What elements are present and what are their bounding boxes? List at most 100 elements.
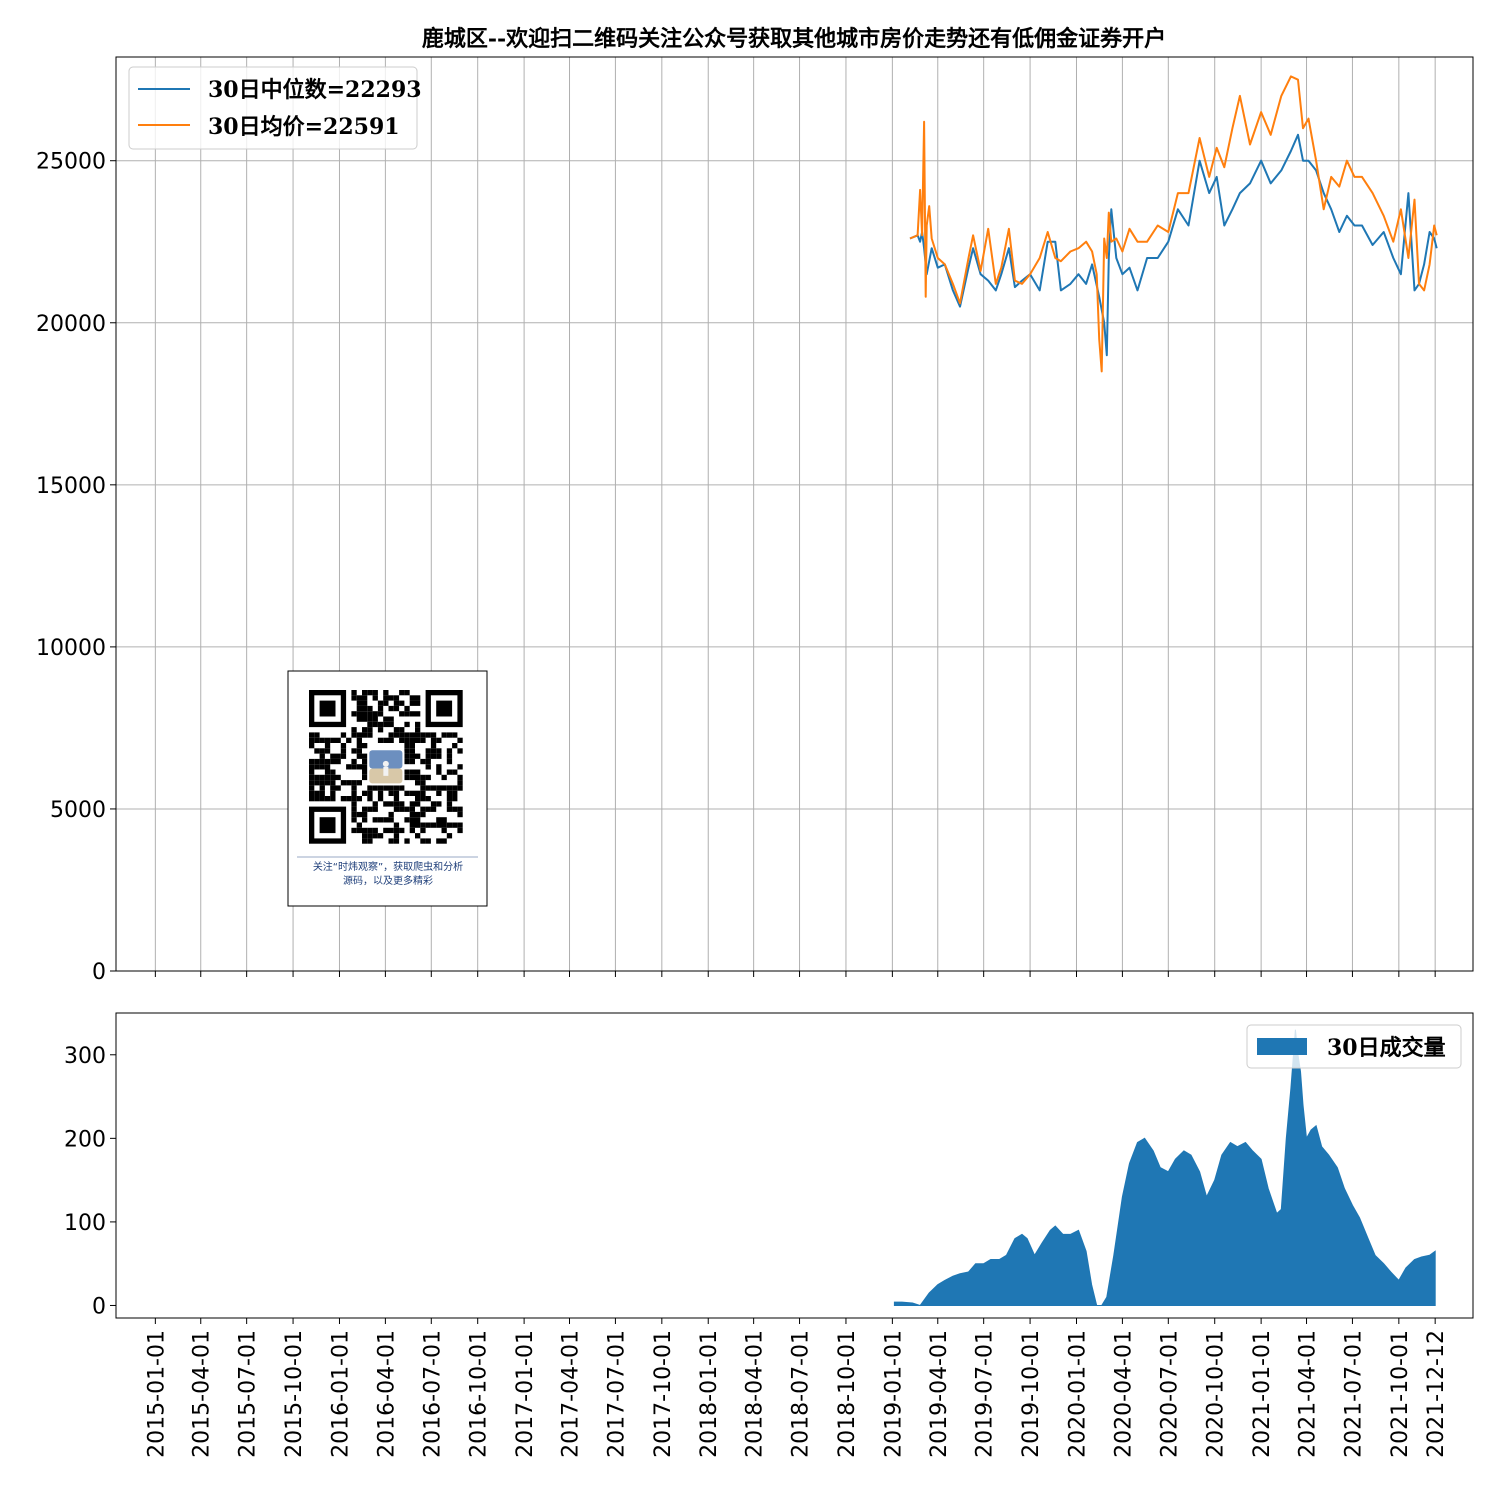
qr-module — [430, 737, 437, 743]
qr-module — [393, 785, 400, 791]
legend-frame-volume — [1246, 1024, 1462, 1069]
qr-module — [314, 732, 320, 738]
qr-module — [351, 748, 357, 754]
qr-module — [351, 796, 357, 802]
qr-module — [356, 811, 362, 818]
qr-module — [388, 817, 394, 823]
qr-module — [452, 732, 458, 738]
x-tick-label: 2018-10-01 — [835, 1330, 860, 1458]
qr-module — [383, 785, 389, 791]
qr-module — [372, 785, 378, 791]
qr-module — [452, 822, 458, 828]
qr-module — [430, 801, 437, 807]
qr-module — [393, 732, 400, 738]
qr-module — [457, 780, 463, 786]
qr-module — [409, 769, 415, 775]
qr-module — [430, 748, 437, 754]
qr-module — [409, 753, 415, 759]
qr-caption-line-2: 源码，以及更多精彩 — [343, 874, 433, 887]
qr-module — [319, 748, 325, 754]
qr-module — [446, 833, 453, 839]
qr-module — [404, 806, 410, 812]
qr-module — [340, 753, 347, 759]
qr-module — [415, 790, 421, 796]
qr-module — [324, 743, 331, 749]
x-tick-label: 2017-04-01 — [559, 1330, 584, 1458]
qr-module — [356, 753, 362, 759]
qr-module — [393, 827, 400, 834]
qr-module — [356, 705, 362, 712]
qr-module — [314, 748, 320, 754]
bottom-chart-x-axis: 2015-01-01 2015-04-01 2015-07-01 2015-10-01… — [144, 1318, 1449, 1458]
qr-module — [399, 827, 405, 834]
qr-module — [399, 785, 405, 791]
qr-module — [314, 774, 320, 781]
qr-module — [356, 743, 362, 749]
qr-module — [372, 806, 378, 812]
qr-module — [330, 758, 336, 765]
qr-module — [436, 769, 442, 775]
qr-module — [446, 801, 453, 807]
qr-module — [330, 753, 336, 759]
x-tick-label: 2016-07-01 — [420, 1330, 445, 1458]
qr-module — [309, 785, 315, 791]
qr-module — [362, 711, 368, 717]
qr-module — [351, 711, 357, 717]
x-tick-label: 2021-04-01 — [1296, 1330, 1321, 1458]
qr-center-sky — [369, 750, 403, 769]
qr-module — [309, 780, 315, 786]
qr-module — [457, 748, 463, 754]
legend-label-median: 30日中位数=22293 — [208, 77, 422, 103]
qr-module — [415, 753, 421, 759]
qr-module — [415, 774, 421, 781]
qr-module — [430, 822, 437, 828]
qr-module — [388, 785, 394, 791]
qr-module — [340, 796, 347, 802]
qr-module — [362, 700, 368, 706]
x-tick-label: 2017-10-01 — [651, 1330, 676, 1458]
qr-module — [441, 827, 447, 834]
series-line-median — [909, 133, 1438, 357]
qr-module — [420, 827, 426, 834]
qr-module — [335, 774, 341, 781]
qr-module — [415, 801, 421, 807]
qr-module — [335, 737, 341, 743]
qr-code-panel: 关注“时炜观察”，获取爬虫和分析 源码，以及更多精彩 — [287, 670, 488, 907]
legend-frame — [128, 66, 418, 150]
qr-module — [388, 801, 394, 807]
qr-module — [324, 748, 331, 754]
qr-module — [452, 790, 458, 796]
qr-module — [446, 732, 453, 738]
qr-module — [415, 732, 421, 738]
qr-module — [319, 785, 325, 791]
bottom-chart-legend: 30日成交量 — [1246, 1024, 1462, 1069]
qr-module — [367, 711, 373, 717]
qr-module — [362, 827, 368, 834]
qr-module — [436, 790, 442, 796]
qr-module — [324, 764, 331, 770]
qr-module — [372, 833, 378, 839]
qr-module — [324, 796, 331, 802]
qr-module — [377, 817, 384, 823]
x-tick-label: 2018-01-01 — [697, 1330, 722, 1458]
qr-module — [335, 753, 341, 759]
qr-module — [452, 743, 458, 749]
qr-module — [409, 737, 415, 743]
bottom-chart-frame — [115, 1012, 1474, 1319]
series-line-average — [909, 75, 1438, 373]
qr-module — [377, 721, 384, 728]
qr-module — [420, 811, 426, 818]
x-tick-label: 2020-01-01 — [1065, 1330, 1090, 1458]
qr-module — [351, 785, 357, 791]
qr-code-icon — [309, 690, 463, 844]
qr-module — [330, 790, 336, 796]
qr-module — [457, 827, 463, 834]
qr-finder-inner — [319, 817, 336, 834]
qr-module — [415, 822, 421, 828]
x-tick-label: 2021-01-01 — [1250, 1330, 1275, 1458]
qr-module — [367, 690, 373, 696]
qr-module — [415, 780, 421, 786]
qr-module — [335, 785, 341, 791]
qr-module — [324, 774, 331, 781]
qr-module — [415, 769, 421, 775]
